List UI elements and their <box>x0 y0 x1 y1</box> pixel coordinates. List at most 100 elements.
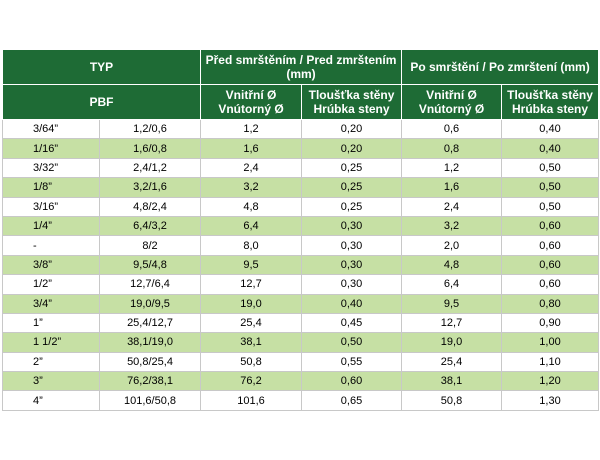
cell-before-wall-thickness: 0,55 <box>301 351 402 373</box>
table-row: 3” 76,2/38,1 76,2 0,60 38,1 1,20 <box>2 371 599 392</box>
header-row-1: TYP Před smrštěním / Pred zmrštením (mm)… <box>2 49 599 85</box>
cell-typ: 3/4” <box>2 293 100 314</box>
cell-after-wall-thickness: 0,60 <box>501 274 599 295</box>
cell-typ: 4” <box>2 390 100 411</box>
cell-typ: - <box>2 235 100 256</box>
header-after-inner-diameter: Vnitřní Ø Vnútorný Ø <box>401 84 502 120</box>
cell-before-wall-thickness: 0,30 <box>301 254 402 276</box>
cell-after-inner-diameter: 1,6 <box>401 177 502 198</box>
cell-pbf: 4,8/2,4 <box>99 196 201 217</box>
table-header: TYP Před smrštěním / Pred zmrštením (mm)… <box>2 49 599 120</box>
cell-after-wall-thickness: 0,50 <box>501 196 599 217</box>
cell-before-wall-thickness: 0,50 <box>301 332 402 353</box>
cell-typ: 3/32” <box>2 157 100 179</box>
cell-before-inner-diameter: 25,4 <box>200 312 302 334</box>
cell-before-inner-diameter: 8,0 <box>200 235 302 256</box>
cell-before-wall-thickness: 0,45 <box>301 312 402 334</box>
cell-pbf: 12,7/6,4 <box>99 274 201 295</box>
cell-after-wall-thickness: 0,60 <box>501 235 599 256</box>
cell-typ: 3/8” <box>2 254 100 276</box>
cell-before-wall-thickness: 0,40 <box>301 293 402 314</box>
cell-after-wall-thickness: 1,00 <box>501 332 599 353</box>
cell-before-inner-diameter: 38,1 <box>200 332 302 353</box>
cell-after-inner-diameter: 12,7 <box>401 312 502 334</box>
cell-pbf: 19,0/9,5 <box>99 293 201 314</box>
cell-before-wall-thickness: 0,30 <box>301 274 402 295</box>
cell-after-wall-thickness: 0,50 <box>501 177 599 198</box>
table-row: 1/4” 6,4/3,2 6,4 0,30 3,2 0,60 <box>2 215 599 237</box>
table-row: 2” 50,8/25,4 50,8 0,55 25,4 1,10 <box>2 351 599 373</box>
cell-after-inner-diameter: 1,2 <box>401 157 502 179</box>
cell-after-wall-thickness: 0,90 <box>501 312 599 334</box>
cell-pbf: 6,4/3,2 <box>99 215 201 237</box>
cell-after-inner-diameter: 38,1 <box>401 371 502 392</box>
cell-typ: 1/16” <box>2 138 100 159</box>
header-row-2: PBF Vnitřní Ø Vnútorný Ø Tloušťka stěny … <box>2 84 599 120</box>
cell-after-wall-thickness: 1,10 <box>501 351 599 373</box>
cell-after-inner-diameter: 9,5 <box>401 293 502 314</box>
header-after-shrink: Po smrštění / Po zmrštení (mm) <box>401 49 599 85</box>
spec-table-container: TYP Před smrštěním / Pred zmrštením (mm)… <box>2 49 599 411</box>
cell-pbf: 38,1/19,0 <box>99 332 201 353</box>
table-row: 3/8” 9,5/4,8 9,5 0,30 4,8 0,60 <box>2 254 599 276</box>
header-typ: TYP <box>2 49 201 85</box>
table-row: 3/64” 1,2/0,6 1,2 0,20 0,6 0,40 <box>2 118 599 140</box>
cell-before-wall-thickness: 0,65 <box>301 390 402 411</box>
cell-pbf: 3,2/1,6 <box>99 177 201 198</box>
cell-after-inner-diameter: 2,4 <box>401 196 502 217</box>
cell-after-wall-thickness: 0,60 <box>501 215 599 237</box>
cell-before-inner-diameter: 2,4 <box>200 157 302 179</box>
cell-before-wall-thickness: 0,25 <box>301 157 402 179</box>
cell-after-wall-thickness: 0,80 <box>501 293 599 314</box>
cell-pbf: 8/2 <box>99 235 201 256</box>
cell-before-inner-diameter: 3,2 <box>200 177 302 198</box>
cell-before-wall-thickness: 0,30 <box>301 235 402 256</box>
cell-typ: 3/16” <box>2 196 100 217</box>
cell-pbf: 9,5/4,8 <box>99 254 201 276</box>
cell-before-inner-diameter: 76,2 <box>200 371 302 392</box>
cell-before-inner-diameter: 9,5 <box>200 254 302 276</box>
cell-after-inner-diameter: 2,0 <box>401 235 502 256</box>
cell-before-inner-diameter: 1,2 <box>200 118 302 140</box>
cell-before-wall-thickness: 0,25 <box>301 196 402 217</box>
cell-pbf: 1,2/0,6 <box>99 118 201 140</box>
table-body: 3/64” 1,2/0,6 1,2 0,20 0,6 0,40 1/16” 1,6/0,8 1,… <box>2 118 599 411</box>
cell-typ: 1/2” <box>2 274 100 295</box>
heat-shrink-spec-table: TYP Před smrštěním / Pred zmrštením (mm)… <box>2 49 599 411</box>
cell-pbf: 1,6/0,8 <box>99 138 201 159</box>
header-before-inner-diameter: Vnitřní Ø Vnútorný Ø <box>200 84 302 120</box>
cell-typ: 2” <box>2 351 100 373</box>
header-pbf: PBF <box>2 84 201 120</box>
cell-before-inner-diameter: 19,0 <box>200 293 302 314</box>
cell-pbf: 2,4/1,2 <box>99 157 201 179</box>
cell-after-inner-diameter: 25,4 <box>401 351 502 373</box>
cell-after-inner-diameter: 4,8 <box>401 254 502 276</box>
cell-after-inner-diameter: 50,8 <box>401 390 502 411</box>
cell-before-inner-diameter: 101,6 <box>200 390 302 411</box>
table-row: 3/4” 19,0/9,5 19,0 0,40 9,5 0,80 <box>2 293 599 314</box>
cell-after-wall-thickness: 0,50 <box>501 157 599 179</box>
cell-after-inner-diameter: 3,2 <box>401 215 502 237</box>
cell-after-wall-thickness: 0,40 <box>501 118 599 140</box>
table-row: 1/2” 12,7/6,4 12,7 0,30 6,4 0,60 <box>2 274 599 295</box>
cell-before-inner-diameter: 6,4 <box>200 215 302 237</box>
cell-after-wall-thickness: 1,20 <box>501 371 599 392</box>
cell-after-inner-diameter: 19,0 <box>401 332 502 353</box>
table-row: 1 1/2” 38,1/19,0 38,1 0,50 19,0 1,00 <box>2 332 599 353</box>
cell-before-inner-diameter: 1,6 <box>200 138 302 159</box>
cell-before-wall-thickness: 0,25 <box>301 177 402 198</box>
cell-before-inner-diameter: 50,8 <box>200 351 302 373</box>
cell-before-wall-thickness: 0,20 <box>301 118 402 140</box>
cell-typ: 1/4” <box>2 215 100 237</box>
table-row: 3/16” 4,8/2,4 4,8 0,25 2,4 0,50 <box>2 196 599 217</box>
cell-after-wall-thickness: 0,40 <box>501 138 599 159</box>
cell-pbf: 76,2/38,1 <box>99 371 201 392</box>
cell-after-inner-diameter: 0,6 <box>401 118 502 140</box>
table-row: 4” 101,6/50,8 101,6 0,65 50,8 1,30 <box>2 390 599 411</box>
cell-after-wall-thickness: 0,60 <box>501 254 599 276</box>
header-before-shrink: Před smrštěním / Pred zmrštením (mm) <box>200 49 402 85</box>
cell-pbf: 25,4/12,7 <box>99 312 201 334</box>
cell-after-inner-diameter: 0,8 <box>401 138 502 159</box>
cell-before-wall-thickness: 0,30 <box>301 215 402 237</box>
cell-before-inner-diameter: 12,7 <box>200 274 302 295</box>
